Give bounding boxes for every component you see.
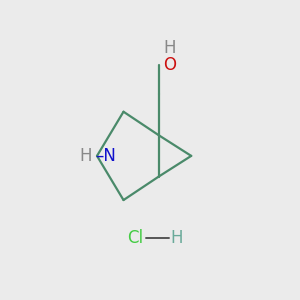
Text: O: O [163,56,176,74]
Text: –N: –N [95,147,116,165]
Text: Cl: Cl [127,229,143,247]
Text: H: H [163,39,176,57]
Text: H: H [170,229,183,247]
Text: H: H [79,147,92,165]
